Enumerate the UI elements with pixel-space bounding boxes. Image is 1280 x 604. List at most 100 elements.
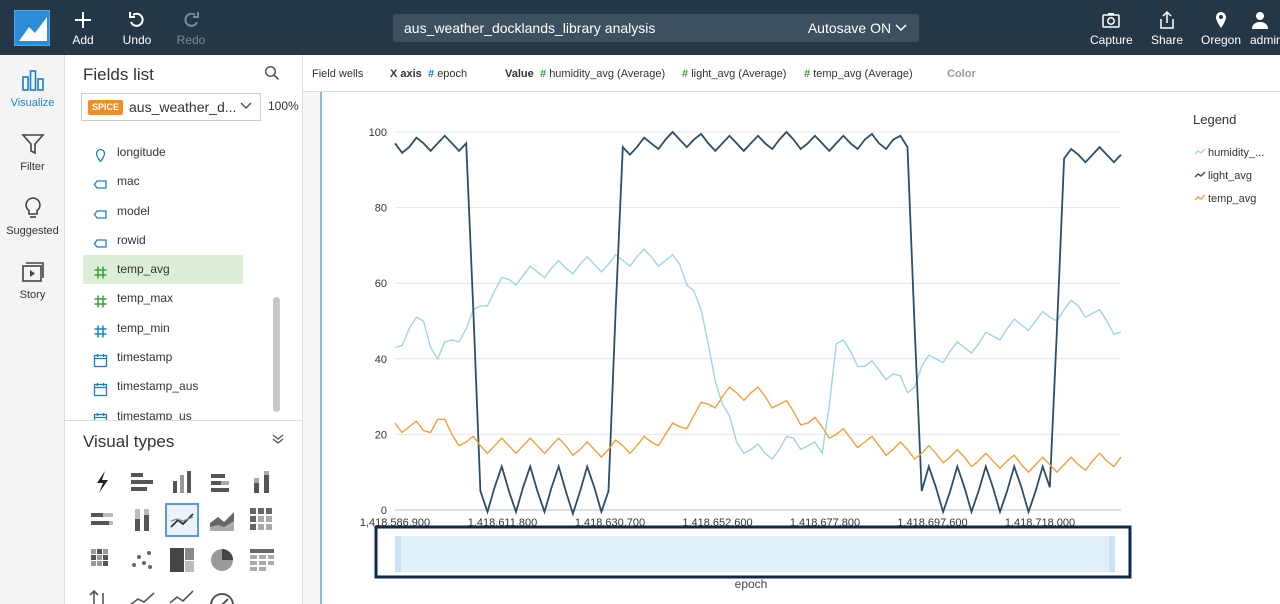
- pie-chart-icon[interactable]: [205, 543, 239, 577]
- measure-hash-icon: [93, 262, 108, 279]
- autosave-dropdown[interactable]: Autosave ON: [808, 14, 907, 42]
- user-icon: [1250, 10, 1280, 30]
- y-tick-label: 100: [369, 127, 387, 139]
- vertical-bar-icon[interactable]: [165, 465, 199, 499]
- camera-icon: [1090, 10, 1132, 30]
- nav-suggested[interactable]: Suggested: [0, 195, 65, 237]
- value-well-field-light[interactable]: # light_avg (Average): [682, 68, 786, 80]
- share-icon: [1151, 10, 1183, 30]
- value-field-label: temp_avg (Average): [813, 68, 913, 80]
- brush-handle-left[interactable]: [395, 536, 401, 572]
- field-item-timestamp[interactable]: timestamp: [83, 343, 243, 372]
- kpi-icon[interactable]: [85, 583, 119, 604]
- quicksight-logo-icon[interactable]: [14, 10, 50, 46]
- value-well-field-temp[interactable]: # temp_avg (Average): [804, 68, 913, 80]
- analysis-name-field[interactable]: aus_weather_docklands_library analysis A…: [393, 14, 919, 42]
- field-item-longitude[interactable]: longitude: [83, 138, 243, 167]
- y-tick-label: 40: [375, 354, 387, 366]
- gauge-icon[interactable]: [205, 583, 239, 604]
- add-button[interactable]: Add: [70, 10, 96, 47]
- field-item-temp-min[interactable]: temp_min: [83, 314, 243, 343]
- region-button[interactable]: Oregon: [1201, 10, 1241, 47]
- chevron-down-icon: [895, 20, 907, 36]
- calendar-icon: [93, 350, 108, 368]
- legend-entry: temp_avg: [1208, 193, 1256, 205]
- series-line-humidity: [394, 248, 1122, 460]
- spice-percent: 100%: [268, 99, 299, 113]
- capture-label: Capture: [1090, 33, 1133, 47]
- share-label: Share: [1151, 33, 1184, 47]
- plus-icon: [70, 10, 96, 30]
- user-menu-button[interactable]: admin: [1250, 10, 1280, 47]
- nav-story-label: Story: [19, 289, 46, 301]
- percent-horizontal-bar-icon[interactable]: [85, 503, 119, 537]
- line-chart-icon[interactable]: [165, 503, 199, 537]
- series-line-lightavg: [394, 130, 1122, 517]
- collapse-chevron-icon[interactable]: [272, 433, 284, 448]
- field-item-rowid[interactable]: rowid: [83, 226, 243, 255]
- field-item-model[interactable]: model: [83, 197, 243, 226]
- stacked-vertical-bar-icon[interactable]: [245, 465, 279, 499]
- nav-filter[interactable]: Filter: [0, 131, 65, 173]
- field-wells-bar[interactable]: Field wells X axis # epoch Value # humid…: [303, 55, 1280, 92]
- y-tick-label: 20: [375, 429, 387, 441]
- undo-button[interactable]: Undo: [121, 10, 153, 47]
- field-label: model: [117, 203, 150, 218]
- redo-label: Redo: [176, 33, 206, 47]
- bar-chart-icon: [20, 67, 46, 93]
- nav-suggested-label: Suggested: [6, 225, 59, 237]
- field-item-temp-avg[interactable]: temp_avg: [83, 255, 243, 285]
- y-tick-label: 80: [375, 203, 387, 215]
- dataset-name: aus_weather_d...: [129, 99, 237, 115]
- field-item-temp-max[interactable]: temp_max: [83, 284, 243, 313]
- brush-handle-right[interactable]: [1109, 536, 1115, 572]
- color-well-label[interactable]: Color: [947, 68, 976, 80]
- area-chart-icon[interactable]: [205, 503, 239, 537]
- x-axis-field-label: epoch: [437, 68, 468, 80]
- search-icon[interactable]: [264, 65, 280, 81]
- x-axis-well-field[interactable]: # epoch: [428, 68, 467, 80]
- capture-button[interactable]: Capture: [1090, 10, 1133, 47]
- line-chart-visual[interactable]: 0 20 40 60 80 100 1,418,586,900 1,418,611,800 1…: [322, 92, 1280, 604]
- value-well-field-humidity[interactable]: # humidity_avg (Average): [540, 68, 665, 80]
- measure-hash-icon: [93, 321, 108, 338]
- top-bar: Add Undo Redo aus_weather_docklands_libr…: [0, 0, 1280, 55]
- redo-icon: [176, 10, 206, 30]
- combo-bar-line-icon[interactable]: [165, 583, 199, 604]
- pivot-table-icon[interactable]: [245, 503, 279, 537]
- field-label: timestamp: [117, 350, 173, 365]
- undo-label: Undo: [122, 33, 152, 47]
- heat-map-icon[interactable]: [85, 543, 119, 577]
- lightbulb-icon: [20, 195, 46, 221]
- legend-entry: humidity_...: [1208, 147, 1264, 159]
- percent-vertical-bar-icon[interactable]: [125, 503, 159, 537]
- measure-hash-icon: #: [682, 68, 689, 80]
- dimension-tag-icon: [93, 174, 108, 189]
- combo-chart-icon[interactable]: [125, 583, 159, 604]
- nav-visualize[interactable]: Visualize: [0, 67, 65, 109]
- tree-map-icon[interactable]: [165, 543, 199, 577]
- brush-selection[interactable]: [395, 536, 1115, 572]
- scatter-plot-icon[interactable]: [125, 543, 159, 577]
- left-nav: Visualize Filter Suggested Story: [0, 55, 65, 604]
- field-label: mac: [117, 174, 140, 189]
- series-lines: [394, 130, 1122, 517]
- stacked-horizontal-bar-icon[interactable]: [205, 465, 239, 499]
- dataset-select[interactable]: SPICE aus_weather_d...: [81, 93, 261, 121]
- table-icon[interactable]: [245, 543, 279, 577]
- nav-story[interactable]: Story: [0, 259, 65, 301]
- dimension-tag-icon: [93, 204, 108, 219]
- measure-hash-icon: #: [804, 68, 811, 80]
- horizontal-bar-icon[interactable]: [125, 465, 159, 499]
- redo-button[interactable]: Redo: [176, 10, 206, 47]
- y-tick-label: 60: [375, 278, 387, 290]
- autograph-icon[interactable]: [85, 465, 119, 499]
- field-item-timestamp-us[interactable]: timestamp_us: [83, 402, 243, 420]
- dimension-hash-icon: #: [428, 68, 435, 80]
- field-item-timestamp-aus[interactable]: timestamp_aus: [83, 372, 243, 401]
- user-label: admin: [1250, 33, 1280, 47]
- share-button[interactable]: Share: [1151, 10, 1183, 47]
- calendar-icon: [93, 409, 108, 420]
- fields-scrollbar[interactable]: [273, 297, 280, 412]
- field-item-mac[interactable]: mac: [83, 167, 243, 196]
